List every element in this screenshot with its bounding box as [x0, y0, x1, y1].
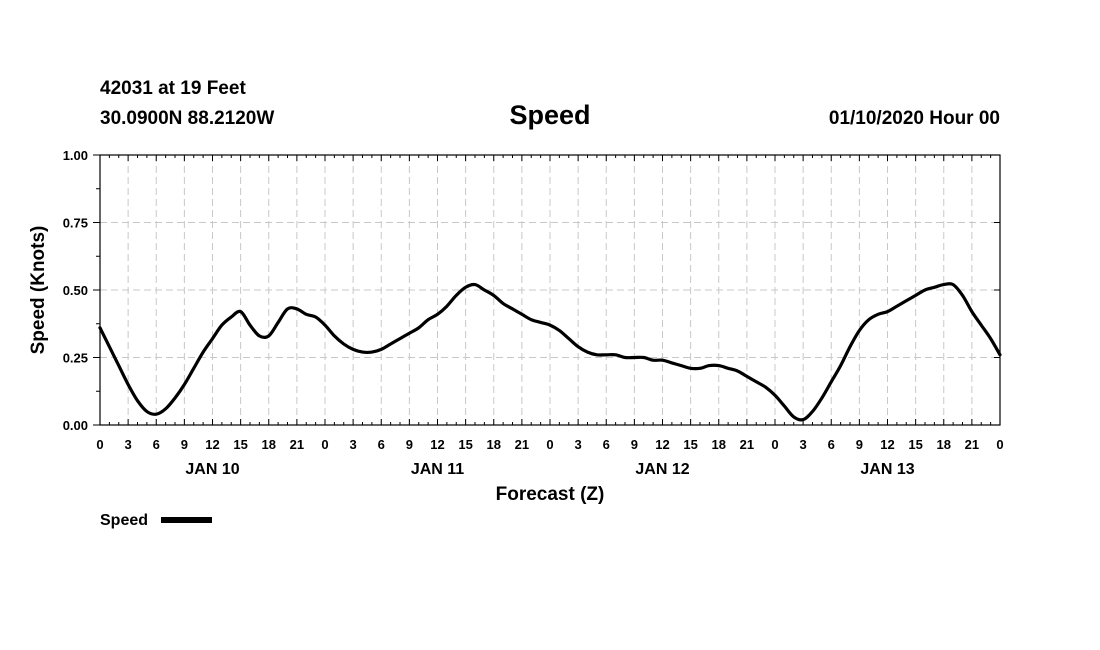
x-tick-label: 9 [181, 437, 188, 452]
chart-title: Speed [509, 100, 590, 130]
y-tick-label: 0.00 [63, 418, 88, 433]
day-label: JAN 13 [860, 461, 914, 478]
series-layer [98, 282, 1002, 422]
forecast-datetime-label: 01/10/2020 Hour 00 [829, 108, 1000, 129]
axes [93, 154, 1001, 426]
day-label: JAN 10 [185, 461, 239, 478]
x-tick-label: 6 [828, 437, 835, 452]
x-tick-label: 9 [631, 437, 638, 452]
axis-labels: 0 3 6 9 12 15 18 21 0 3 6 9 12 15 18 21 0 3 6 9 12 15 18 21 0 3 6 9… [63, 148, 1004, 478]
y-tick-label: 1.00 [63, 148, 88, 163]
legend-label-speed: Speed [100, 512, 148, 529]
x-tick-label: 6 [603, 437, 610, 452]
y-tick-label: 0.75 [63, 216, 88, 231]
x-tick-label: 9 [856, 437, 863, 452]
x-tick-label: 12 [880, 437, 894, 452]
series-line-speed [98, 282, 1002, 422]
x-tick-label: 0 [996, 437, 1003, 452]
x-tick-label: 3 [350, 437, 357, 452]
day-label: JAN 12 [635, 461, 689, 478]
x-tick-label: 12 [205, 437, 219, 452]
x-tick-label: 0 [96, 437, 103, 452]
x-tick-label: 3 [575, 437, 582, 452]
coordinates-label: 30.0900N 88.2120W [100, 108, 274, 129]
grid-lines [100, 155, 1000, 425]
y-axis-title: Speed (Knots) [28, 226, 49, 355]
x-tick-label: 15 [233, 437, 247, 452]
x-axis-title: Forecast (Z) [496, 484, 605, 505]
x-tick-label: 15 [683, 437, 697, 452]
day-label: JAN 11 [411, 461, 464, 478]
x-tick-label: 15 [908, 437, 922, 452]
legend: Speed [100, 512, 212, 529]
x-tick-label: 21 [290, 437, 304, 452]
x-tick-label: 0 [321, 437, 328, 452]
y-tick-label: 0.50 [63, 283, 88, 298]
x-tick-label: 12 [430, 437, 444, 452]
x-tick-label: 6 [378, 437, 385, 452]
x-tick-label: 0 [771, 437, 778, 452]
x-tick-label: 6 [153, 437, 160, 452]
x-tick-label: 21 [515, 437, 529, 452]
x-tick-label: 3 [800, 437, 807, 452]
x-tick-label: 18 [262, 437, 276, 452]
x-tick-label: 18 [712, 437, 726, 452]
plot-frame [99, 154, 1001, 426]
x-tick-label: 3 [125, 437, 132, 452]
x-tick-label: 18 [487, 437, 501, 452]
station-label: 42031 at 19 Feet [100, 78, 246, 99]
x-tick-label: 21 [965, 437, 979, 452]
x-tick-label: 18 [937, 437, 951, 452]
x-tick-label: 21 [740, 437, 754, 452]
x-tick-label: 12 [655, 437, 669, 452]
x-tick-label: 0 [546, 437, 553, 452]
x-tick-label: 9 [406, 437, 413, 452]
x-tick-label: 15 [458, 437, 472, 452]
y-tick-label: 0.25 [63, 351, 88, 366]
